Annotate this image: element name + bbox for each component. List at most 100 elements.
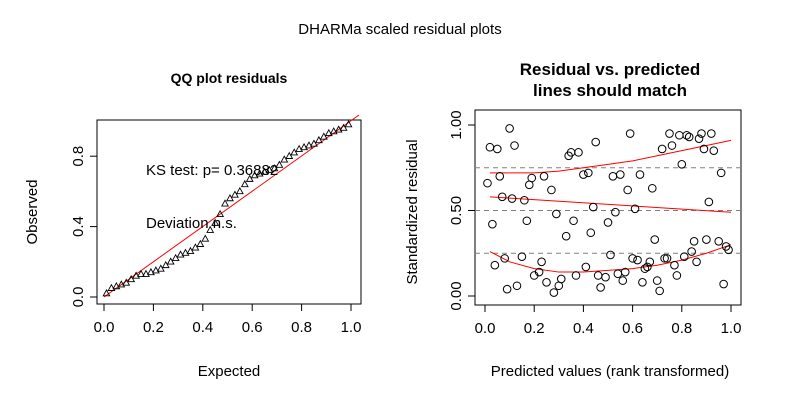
- qq-point: [260, 167, 269, 175]
- residual-point: [581, 262, 591, 272]
- residual-point: [613, 269, 623, 279]
- qq-point: [309, 139, 318, 147]
- residual-point: [704, 197, 714, 207]
- residual-point: [643, 262, 652, 272]
- qq-point: [127, 274, 136, 283]
- residual-point: [623, 185, 632, 195]
- residual-y-tick-label: 1.00: [448, 110, 465, 139]
- residual-point: [603, 218, 613, 227]
- residual-point: [512, 281, 522, 291]
- residual-point: [692, 257, 701, 267]
- residual-point: [561, 231, 571, 241]
- qq-point: [265, 165, 274, 174]
- ks-test-annotation: KS test: p= 0.36882: [146, 162, 278, 179]
- residual-point: [547, 185, 556, 195]
- qq-point: [156, 264, 165, 272]
- qq-point: [230, 190, 239, 198]
- residual-point: [709, 146, 719, 155]
- residual-point: [714, 236, 724, 246]
- qq-point: [221, 199, 229, 207]
- residual-point: [694, 134, 704, 143]
- residual-point: [608, 172, 618, 181]
- residual-x-tick-label: 0.2: [524, 320, 545, 337]
- qq-point: [122, 278, 131, 286]
- qq-point: [329, 127, 338, 135]
- residual-plot-box: [474, 109, 742, 306]
- qq-point: [324, 128, 333, 137]
- residual-point: [677, 160, 687, 169]
- residual-point: [684, 132, 694, 142]
- residual-point: [697, 129, 706, 138]
- residual-point: [510, 141, 519, 150]
- residual-point: [488, 219, 497, 229]
- residual-point: [485, 142, 495, 152]
- qq-point: [142, 269, 150, 277]
- qq-point: [186, 246, 195, 254]
- qq-point: [146, 267, 155, 276]
- residual-point: [537, 257, 546, 267]
- residual-point: [638, 278, 647, 287]
- residual-point: [655, 286, 664, 296]
- qq-point: [339, 123, 348, 131]
- residual-point: [569, 216, 578, 226]
- residual-point: [645, 257, 655, 267]
- residual-subtitle: lines should match: [533, 81, 687, 100]
- residual-point: [633, 255, 642, 265]
- residual-point: [667, 141, 677, 150]
- residual-point: [483, 178, 492, 188]
- qq-point: [344, 120, 353, 128]
- residual-point: [606, 250, 615, 260]
- qq-point: [112, 282, 121, 290]
- residual-point: [616, 170, 625, 179]
- residual-point: [670, 260, 679, 270]
- qq-point: [226, 194, 234, 202]
- residual-point: [534, 267, 544, 277]
- residual-point: [657, 144, 667, 154]
- quantile-curve: [489, 244, 732, 273]
- residual-point: [579, 170, 588, 179]
- residual-quantile-curves: [489, 139, 732, 273]
- residual-point: [591, 137, 601, 147]
- residual-points: [483, 124, 733, 297]
- qq-point: [319, 132, 328, 140]
- residual-point: [556, 274, 566, 284]
- qq-point: [290, 148, 299, 156]
- qq-y-axis: 0.0 0.4 0.8: [70, 146, 98, 307]
- residual-title: Residual vs. predicted: [520, 60, 700, 79]
- qq-point: [191, 243, 200, 251]
- qq-x-tick-label: 1.0: [341, 319, 362, 336]
- residual-point: [699, 144, 709, 154]
- qq-panel: QQ plot residuals 0.0 0.2 0.4 0.6 0.8 1.0 0.0…: [24, 70, 362, 380]
- residual-x-tick-label: 0.8: [671, 320, 692, 337]
- residual-point: [505, 124, 514, 133]
- qq-point: [270, 164, 279, 172]
- residual-point: [719, 279, 728, 289]
- qq-x-tick-label: 0.0: [94, 319, 115, 336]
- qq-point: [211, 218, 220, 226]
- qq-point: [285, 151, 294, 159]
- qq-point: [280, 155, 289, 163]
- qq-point: [137, 269, 146, 277]
- residual-y-label: Standardized residual: [404, 139, 421, 284]
- residual-x-tick-label: 0.0: [475, 320, 496, 337]
- residual-point: [707, 129, 716, 138]
- residual-point: [618, 276, 628, 285]
- residual-point: [630, 204, 640, 214]
- residual-point: [665, 129, 674, 138]
- qq-title: QQ plot residuals: [171, 70, 288, 86]
- quantile-curve: [489, 196, 732, 213]
- residual-point: [522, 216, 532, 226]
- residual-point: [628, 254, 637, 263]
- residual-point: [490, 260, 500, 270]
- qq-point: [166, 257, 175, 265]
- qq-point: [314, 135, 323, 144]
- qq-point: [117, 280, 126, 288]
- qq-y-tick-label: 0.4: [70, 216, 87, 237]
- qq-x-axis: 0.0 0.2 0.4 0.6 0.8 1.0: [94, 303, 362, 336]
- qq-point: [151, 266, 160, 274]
- residual-point: [500, 254, 509, 263]
- qq-point: [176, 250, 185, 258]
- residual-x-label: Predicted values (rank transformed): [491, 363, 729, 380]
- residual-point: [702, 235, 711, 244]
